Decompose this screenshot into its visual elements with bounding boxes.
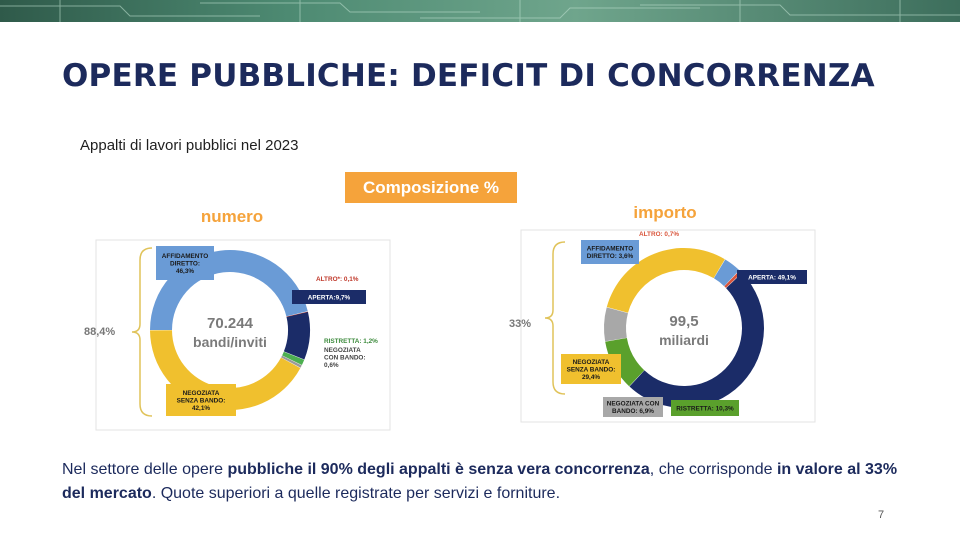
slice-label-text: RISTRETTA: 1,2% — [324, 338, 378, 345]
bracket-label: 88,4% — [84, 326, 115, 338]
chart-numero: numero 70.244 bandi/inviti 88,4% AFFIDAMENTO… — [80, 202, 400, 434]
page-number: 7 — [878, 509, 885, 521]
slice-label: APERTA: 49,1% — [737, 270, 807, 284]
page-title: OPERE PUBBLICHE: DEFICIT DI CONCORRENZA — [62, 58, 875, 94]
summary-segment: pubbliche il 90% degli appalti è senza v… — [227, 461, 650, 478]
donut-chart-svg: importo 99,5 miliardi 33% ALTRO: 0,7% APERTA:… — [509, 203, 816, 423]
slice-label-text: BANDO: 6,9% — [612, 408, 654, 415]
slice-label-text: SENZA BANDO: — [567, 366, 616, 373]
slice-label: RISTRETTA: 1,2% — [324, 338, 378, 345]
slice-label-box — [292, 290, 366, 304]
donut-slice — [629, 272, 765, 409]
slice-label-text: AFFIDAMENTO — [587, 246, 633, 253]
slice-label-text: ALTRO: 0,7% — [639, 231, 679, 238]
donut-slice — [606, 248, 725, 313]
slice-label-text: NEGOZIATA CON — [607, 401, 660, 408]
page-subtitle: Appalti di lavori pubblici nel 2023 — [80, 137, 299, 154]
slice-label-text: RISTRETTA: 10,3% — [676, 405, 734, 412]
chart-frame — [520, 229, 816, 423]
slice-label-text: AFFIDAMENTO — [162, 253, 208, 260]
slice-label-text: 42,1% — [192, 405, 210, 412]
slice-label-box — [671, 400, 739, 416]
slice-label-text: NEGOZIATA — [324, 347, 361, 354]
donut-slice — [281, 355, 302, 368]
summary-segment: in valore al 33% del mercato — [62, 461, 898, 502]
chart-title: importo — [633, 203, 696, 222]
bracket — [544, 241, 566, 395]
bracket — [131, 247, 153, 417]
slice-label-text: DIRETTO: — [170, 260, 200, 267]
center-value: 70.244 — [207, 315, 254, 332]
center-label: miliardi — [659, 332, 709, 348]
donut-slice — [713, 259, 740, 287]
chart-frame — [95, 239, 391, 431]
bracket-label: 33% — [509, 318, 531, 330]
slice-label-text: CON BANDO: — [324, 355, 366, 362]
donut-slice — [282, 351, 305, 366]
center-value: 99,5 — [669, 313, 698, 330]
slice-label-text: 46,3% — [176, 268, 194, 275]
slice-label-text: SENZA BANDO: — [177, 397, 226, 404]
chart-title: numero — [201, 207, 263, 226]
summary-segment: . Quote superiori a quelle registrate pe… — [151, 485, 561, 502]
summary-text: Nel settore delle opere pubbliche il 90%… — [62, 458, 902, 506]
slice-label-box — [561, 354, 621, 384]
slice-label-text: NEGOZIATA — [183, 390, 220, 397]
slice-label-box — [166, 384, 236, 416]
slice-label-box — [737, 270, 807, 284]
donut-slice — [283, 312, 310, 360]
donut-slice — [604, 307, 628, 342]
slice-label-text: ALTRO*: 0,1% — [316, 276, 359, 283]
slice-label: ALTRO*: 0,1% — [316, 276, 359, 283]
donut-chart-svg: numero 70.244 bandi/inviti 88,4% AFFIDAMENTO… — [84, 207, 391, 431]
slice-label-text: 0,6% — [324, 362, 339, 369]
composition-label: Composizione % — [345, 172, 517, 203]
chart-importo: importo 99,5 miliardi 33% ALTRO: 0,7% APERTA:… — [505, 198, 825, 430]
slice-label-text: 29,4% — [582, 374, 600, 381]
donut-slice — [605, 338, 645, 387]
summary-segment: Nel settore delle opere — [62, 461, 228, 478]
slice-label-text: NEGOZIATA — [573, 359, 610, 366]
slice-label-text: APERTA:9,7% — [308, 294, 351, 301]
slice-label-box — [603, 397, 663, 417]
top-banner — [0, 0, 960, 22]
slice-label: ALTRO: 0,7% — [639, 231, 679, 238]
summary-segment: , che corrisponde — [649, 461, 777, 478]
slice-label-text: DIRETTO: 3,6% — [587, 253, 634, 260]
circuit-pattern-icon — [0, 0, 960, 22]
slice-label: RISTRETTA: 10,3% — [671, 400, 739, 416]
slice-label: APERTA:9,7% — [292, 290, 366, 304]
slice-label-box — [156, 246, 214, 280]
center-label: bandi/inviti — [193, 334, 267, 350]
slice-label-text: APERTA: 49,1% — [748, 274, 796, 281]
slice-label-box — [581, 240, 639, 264]
